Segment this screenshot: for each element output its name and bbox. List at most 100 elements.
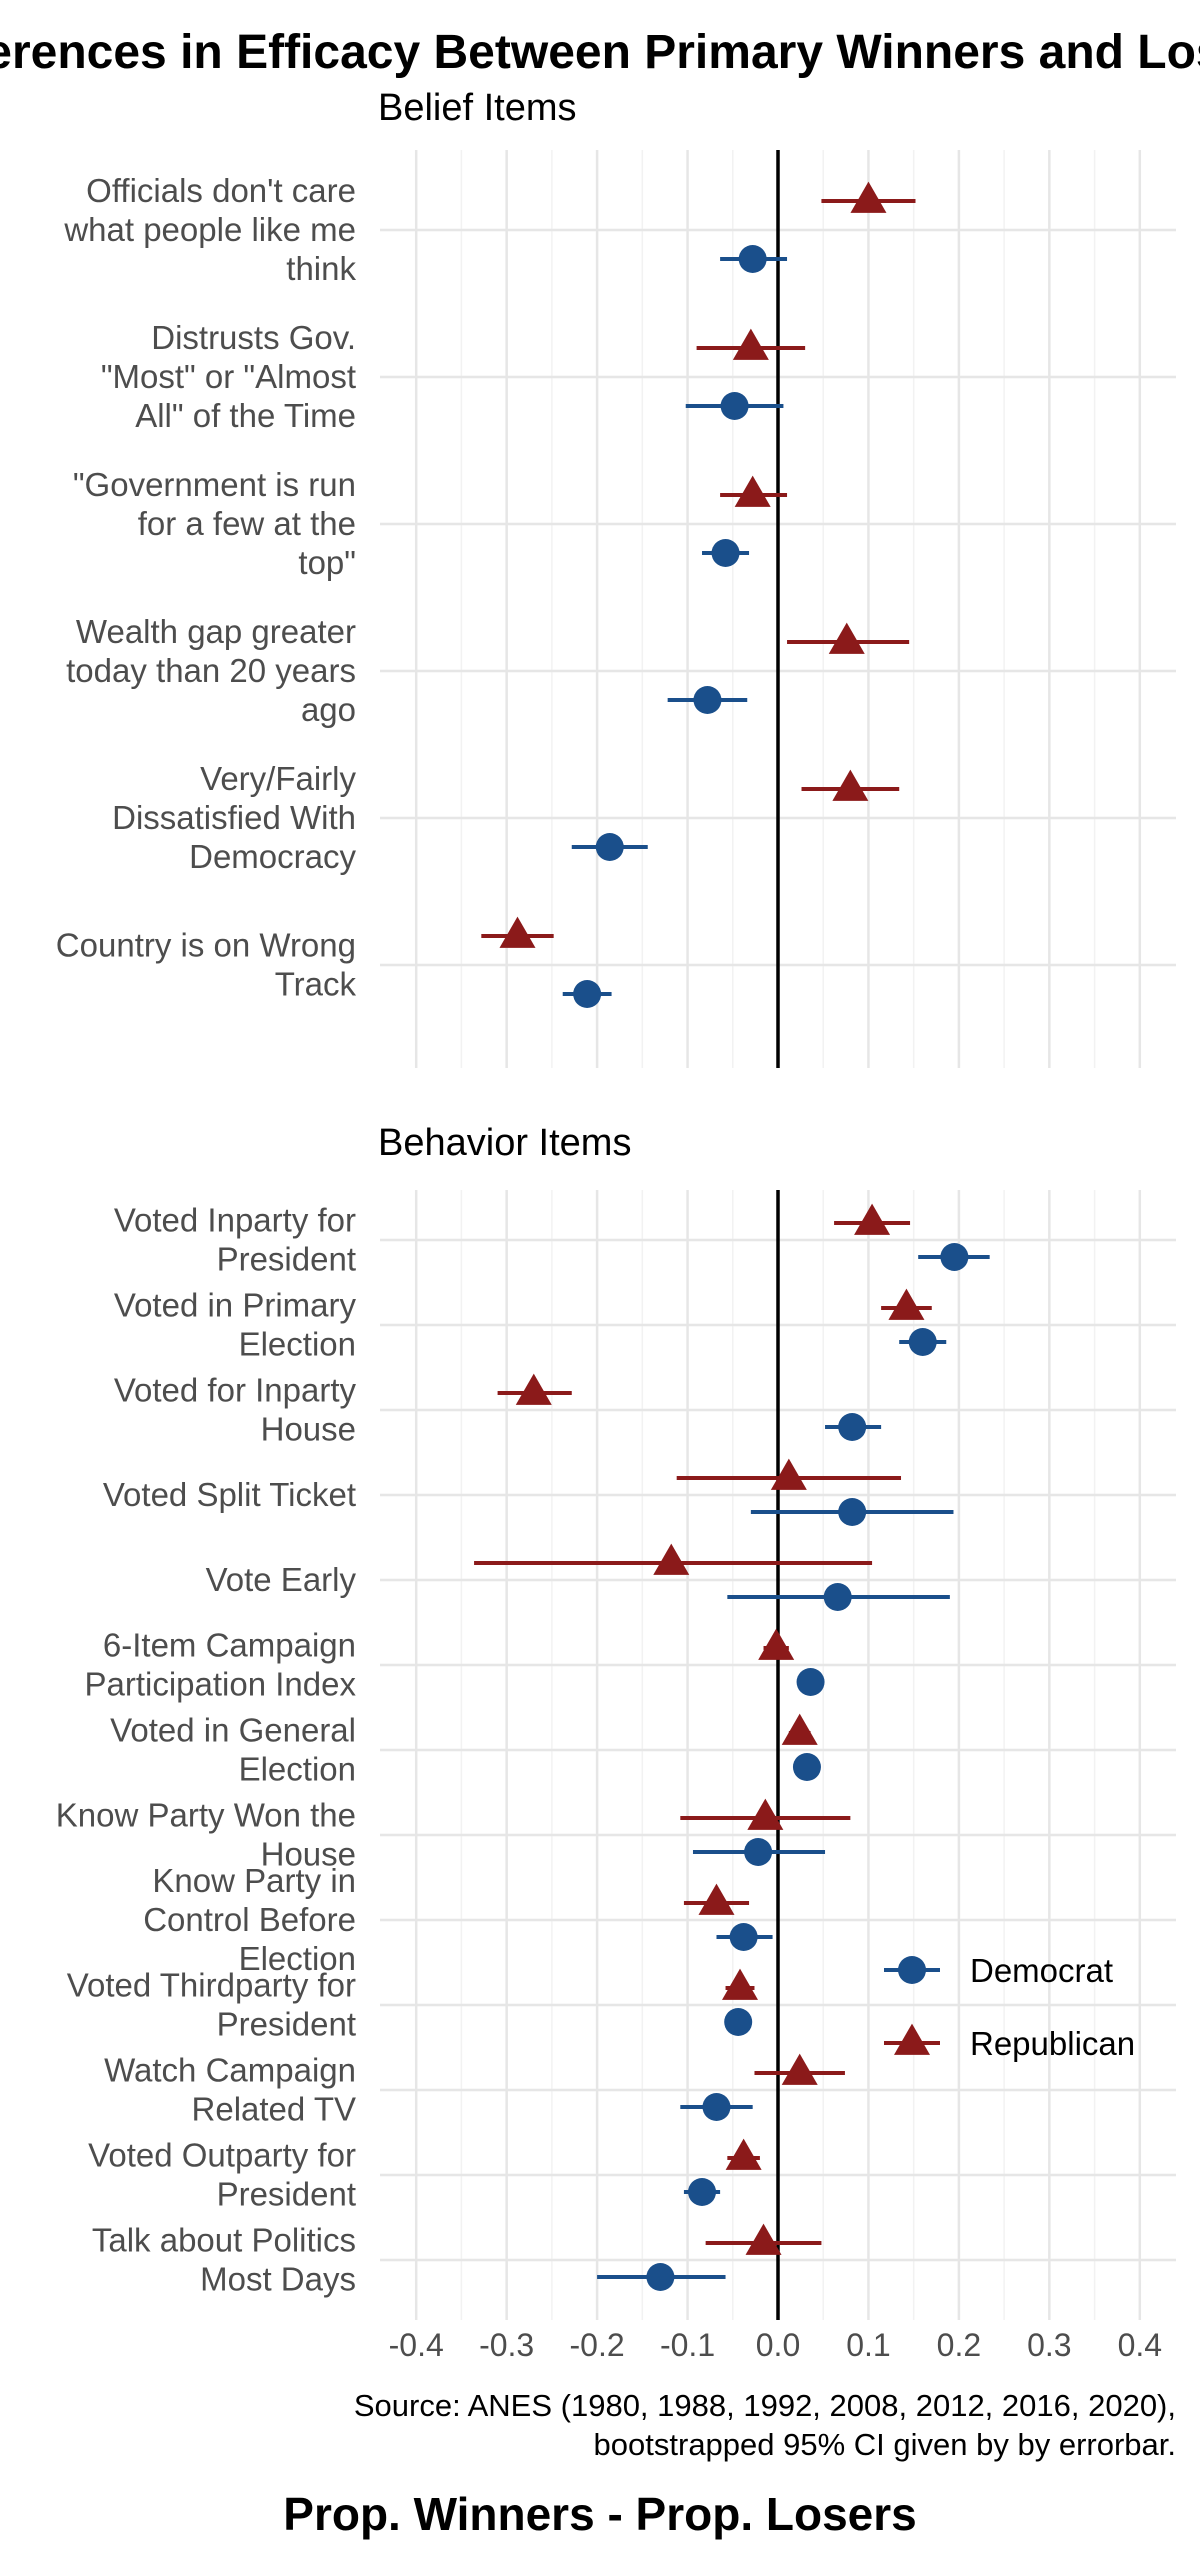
democrat-point [646,2263,675,2291]
x-tick-label: -0.1 [660,2327,715,2363]
legend-entry: Republican [884,2023,1135,2062]
category-label-line: Control Before [143,1901,356,1938]
category-label: Wealth gap greater today than 20 years ago [66,613,356,728]
category-label: Distrusts Gov. "Most" or "Almost All" of t… [101,319,356,434]
panel-title: Belief Items [378,87,577,129]
x-tick-label: 0.0 [756,2327,800,2363]
category-label-line: Know Party in [152,1862,356,1899]
category-label: Know Party Won the House [56,1797,356,1873]
category-label-line: Voted Inparty for [114,1202,356,1239]
category-label-line: today than 20 years [66,652,356,689]
category-label: Voted for Inparty House [114,1372,357,1448]
democrat-point [724,2008,753,2036]
category-label-line: Election [239,1940,356,1977]
category-label-line: "Most" or "Almost [101,358,356,395]
category-label-line: top" [298,544,356,581]
republican-point [770,1458,807,1490]
republican-point [734,475,771,507]
category-label: Voted Split Ticket [103,1476,356,1513]
caption-line-2: bootstrapped 95% CI given by by errorbar… [594,2427,1176,2462]
category-label-line: Voted Thirdparty for [67,1967,356,2004]
legend: Democrat Republican [884,1952,1135,2062]
category-label-line: Country is on Wrong [56,927,356,964]
republican-point [722,1968,759,2000]
category-label-line: Know Party Won the [56,1797,356,1834]
democrat-point [738,245,767,273]
category-label-line: All" of the Time [135,397,356,434]
category-label-line: Election [239,1326,356,1363]
category-label-line: Voted for Inparty [114,1372,357,1409]
category-label-line: Distrusts Gov. [151,319,356,356]
democrat-point [823,1583,852,1611]
category-label-line: Related TV [192,2091,356,2128]
legend-label: Republican [970,2025,1135,2062]
republican-point [888,1288,925,1320]
category-label: Country is on Wrong Track [56,927,357,1003]
republican-point [732,328,769,360]
republican-point [653,1543,690,1575]
category-label: Voted Outparty for President [88,2137,356,2213]
x-tick-label: 0.4 [1118,2327,1162,2363]
democrat-point [908,1328,937,1356]
legend-key-triangle [894,2023,930,2055]
democrat-point [838,1413,867,1441]
category-label: Watch Campaign Related TV [104,2052,356,2128]
marks-layer [474,181,990,2291]
legend-key-circle [898,1956,926,1984]
category-label: Vote Early [206,1561,357,1598]
republican-point [499,916,536,948]
category-label-line: Dissatisfied With [112,799,356,836]
category-label-line: think [286,250,356,287]
democrat-point [838,1498,867,1526]
republican-point [725,2138,762,2170]
category-label-line: Election [239,1751,356,1788]
category-label-line: Voted in Primary [114,1287,357,1324]
democrat-point [702,2093,731,2121]
category-label-line: Participation Index [85,1666,357,1703]
category-label-line: Talk about Politics [92,2222,356,2259]
category-label: Voted Thirdparty for President [67,1967,356,2043]
democrat-point [693,686,722,714]
republican-point [747,1798,784,1830]
democrat-point [595,833,624,861]
democrat-point [688,2178,717,2206]
category-label-line: Very/Fairly [200,760,356,797]
category-label-line: what people like me [63,211,356,248]
x-tick-label: 0.3 [1027,2327,1071,2363]
category-label-line: Watch Campaign [104,2052,356,2089]
category-label: "Government is run for a few at the top" [73,466,356,581]
category-label-line: President [217,2006,356,2043]
category-label: Very/Fairly Dissatisfied With Democracy [112,760,356,875]
category-label: Officials don't care what people like me t… [63,172,356,287]
democrat-point [940,1243,969,1271]
x-tick-label: -0.4 [389,2327,444,2363]
panel-title: Behavior Items [378,1122,631,1164]
republican-point [854,1203,891,1235]
legend-label: Democrat [970,1952,1113,1989]
category-label-line: Most Days [200,2261,356,2298]
republican-point [758,1628,795,1660]
republican-point [698,1883,735,1915]
category-label-line: House [261,1836,356,1873]
category-label-line: House [261,1411,356,1448]
category-label-line: 6-Item Campaign [103,1627,356,1664]
republican-point [515,1373,552,1405]
republican-point [745,2223,782,2255]
republican-point [832,769,869,801]
republican-point [828,622,865,654]
category-label-line: for a few at the [138,505,356,542]
category-label-line: ago [301,691,356,728]
republican-point [781,2053,818,2085]
category-label-line: "Government is run [73,466,356,503]
category-label-line: Voted Split Ticket [103,1476,356,1513]
labels-layer: Belief Items Officials don't care what peo… [56,87,1162,2363]
legend-entry: Democrat [884,1952,1113,1989]
category-label: Know Party in Control Before Election [143,1862,356,1977]
x-tick-label: -0.2 [570,2327,625,2363]
democrat-point [711,539,740,567]
republican-point [850,181,887,213]
category-label: Voted in General Election [110,1712,356,1788]
category-label: Voted Inparty for President [114,1202,356,1278]
republican-point [781,1713,818,1745]
